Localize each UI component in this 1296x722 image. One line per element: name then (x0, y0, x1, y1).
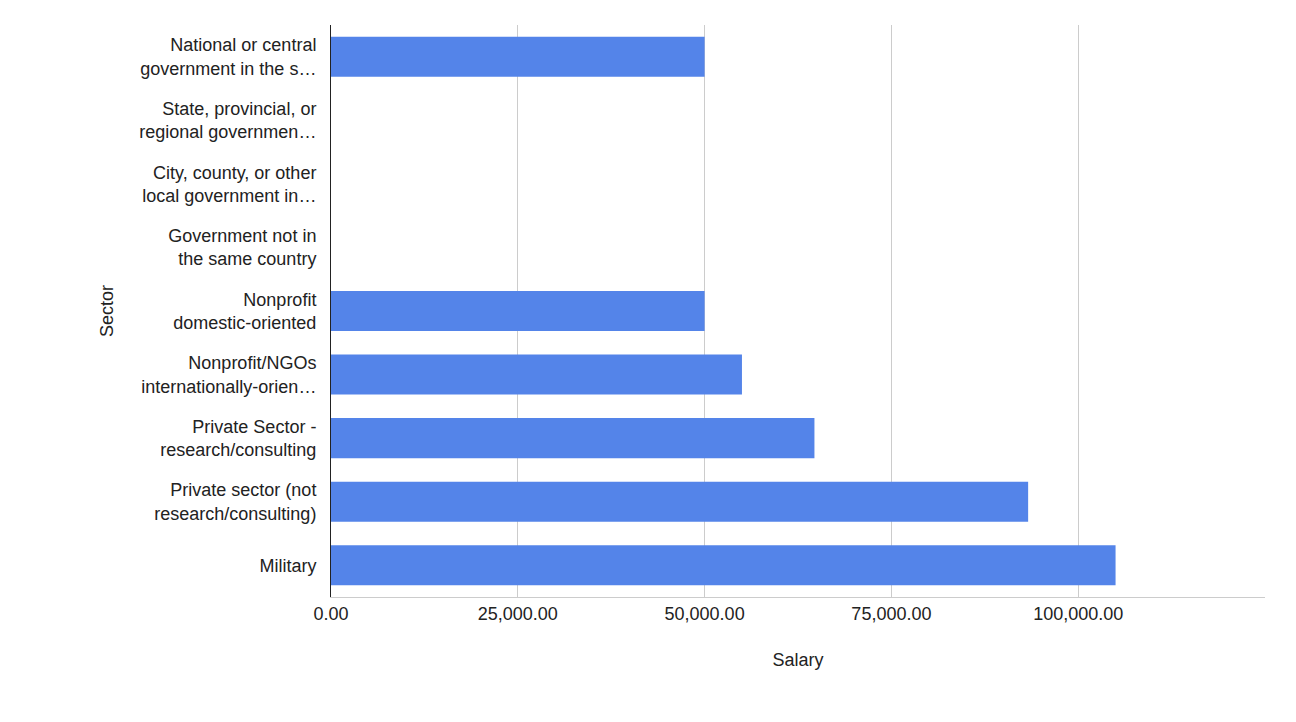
svg-text:0.00: 0.00 (313, 604, 348, 624)
svg-text:National or centralgovernment: National or centralgovernment in the s… (140, 35, 316, 78)
svg-text:50,000.00: 50,000.00 (665, 604, 745, 624)
svg-text:Private sector (notresearch/co: Private sector (notresearch/consulting) (154, 480, 316, 523)
svg-text:Private Sector -research/consu: Private Sector -research/consulting (160, 417, 316, 460)
svg-text:Nonprofitdomestic-oriented: Nonprofitdomestic-oriented (173, 290, 316, 333)
svg-text:Government not inthe same coun: Government not inthe same country (168, 226, 316, 269)
svg-text:City, county, or otherlocal go: City, county, or otherlocal government i… (142, 162, 316, 205)
svg-text:Military: Military (259, 556, 316, 576)
svg-text:Salary: Salary (772, 650, 823, 670)
svg-text:75,000.00: 75,000.00 (851, 604, 931, 624)
svg-text:25,000.00: 25,000.00 (478, 604, 558, 624)
svg-text:Sector: Sector (97, 285, 117, 337)
svg-text:State, provincial, orregional: State, provincial, orregional governmen… (139, 99, 316, 142)
svg-text:100,000.00: 100,000.00 (1033, 604, 1123, 624)
svg-text:Nonprofit/NGOsinternationally-: Nonprofit/NGOsinternationally-orien… (141, 353, 316, 396)
